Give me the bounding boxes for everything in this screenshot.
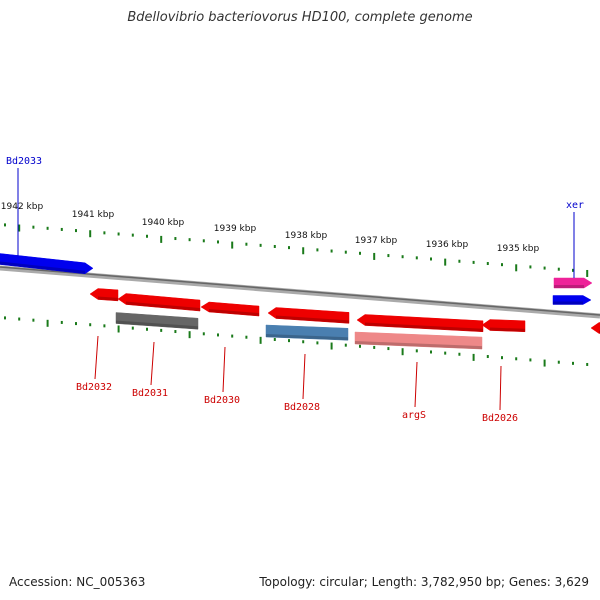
accession-text: Accession: NC_005363 <box>9 575 146 589</box>
genome-summary: Topology: circular; Length: 3,782,950 bp… <box>259 575 589 589</box>
gene-label-bd2026[interactable]: Bd2026 <box>482 413 518 424</box>
gene-labels: Bd2033 xer Bd2032 Bd2031 Bd2030 Bd2028 argS Bd2… <box>6 156 584 424</box>
gene-arrow-bd2028[interactable] <box>267 307 350 324</box>
genome-backbone <box>0 265 600 319</box>
gene-label-bd2031[interactable]: Bd2031 <box>132 388 168 399</box>
ruler-bottom <box>4 316 589 367</box>
gene-arrow-unlabeled[interactable] <box>552 295 592 305</box>
gene-track <box>0 253 600 350</box>
label-leader <box>302 353 306 400</box>
label-leader <box>499 365 502 411</box>
label-leader <box>222 346 226 393</box>
gene-label-bd2030[interactable]: Bd2030 <box>204 395 240 406</box>
ruler-label: 1937 kbp <box>355 236 398 246</box>
label-leader <box>150 341 155 386</box>
gene-arrow-args[interactable] <box>356 314 484 333</box>
gene-label-bd2033[interactable]: Bd2033 <box>6 156 42 167</box>
gene-arrow-shade <box>490 327 525 332</box>
gene-arrow-bd2030[interactable] <box>200 301 260 317</box>
gene-arrow-shade <box>126 301 200 312</box>
gene-arrow-shade <box>0 261 85 274</box>
gene-arrow-shade <box>365 322 483 332</box>
ruler-label: 1941 kbp <box>72 210 115 220</box>
gene-arrow-bd2026[interactable] <box>481 319 526 333</box>
gene-arrow-unlabeled[interactable] <box>115 312 199 330</box>
gene-label-args[interactable]: argS <box>402 410 426 421</box>
ruler-label: 1935 kbp <box>497 244 540 254</box>
gene-arrow-unlabeled[interactable] <box>590 322 600 334</box>
ruler-label: 1936 kbp <box>426 240 469 250</box>
gene-arrow-shade <box>116 320 198 330</box>
ruler-label: 1940 kbp <box>142 218 185 228</box>
ruler-label: 1938 kbp <box>285 231 328 241</box>
gene-arrow-unlabeled[interactable] <box>265 324 349 341</box>
gene-arrow-xer[interactable] <box>553 277 593 289</box>
gene-label-xer[interactable]: xer <box>566 200 584 211</box>
gene-arrow-shade <box>554 285 584 288</box>
gene-arrow-shade <box>98 296 118 301</box>
gene-arrow-bd2031[interactable] <box>117 293 201 312</box>
gene-arrow-shade <box>276 315 349 324</box>
label-leader <box>94 335 99 380</box>
gene-label-bd2032[interactable]: Bd2032 <box>76 382 112 393</box>
gene-arrow-shade <box>553 301 583 305</box>
ruler-label: 1942 kbp <box>1 202 44 212</box>
backbone-highlight <box>0 266 600 316</box>
map-title: Bdellovibrio bacteriovorus HD100, comple… <box>127 10 473 25</box>
gene-arrow-bd2032[interactable] <box>89 288 119 302</box>
gene-label-bd2028[interactable]: Bd2028 <box>284 402 320 413</box>
gene-arrow-bd2033[interactable] <box>0 253 94 275</box>
gene-arrow-shade <box>355 341 482 350</box>
backbone-line <box>0 265 600 319</box>
gene-arrow-shade <box>266 334 348 341</box>
ruler-top: 1942 kbp 1941 kbp 1940 kbp 1939 kbp 1938 kbp… <box>1 202 589 277</box>
gene-arrow-shade <box>209 309 259 317</box>
gene-arrow-unlabeled[interactable] <box>354 331 483 350</box>
ruler-label: 1939 kbp <box>214 224 257 234</box>
label-leader <box>414 361 418 408</box>
